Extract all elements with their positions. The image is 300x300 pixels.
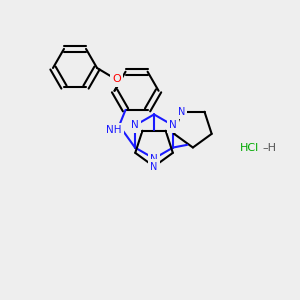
Text: NH: NH [106,124,122,135]
Text: O: O [112,74,121,84]
Text: N: N [150,161,158,172]
Text: HCl: HCl [240,143,259,153]
Text: N: N [169,121,177,130]
Text: –H: –H [262,143,276,153]
Text: N: N [150,154,158,164]
Text: N: N [178,107,185,117]
Text: N: N [131,121,139,130]
